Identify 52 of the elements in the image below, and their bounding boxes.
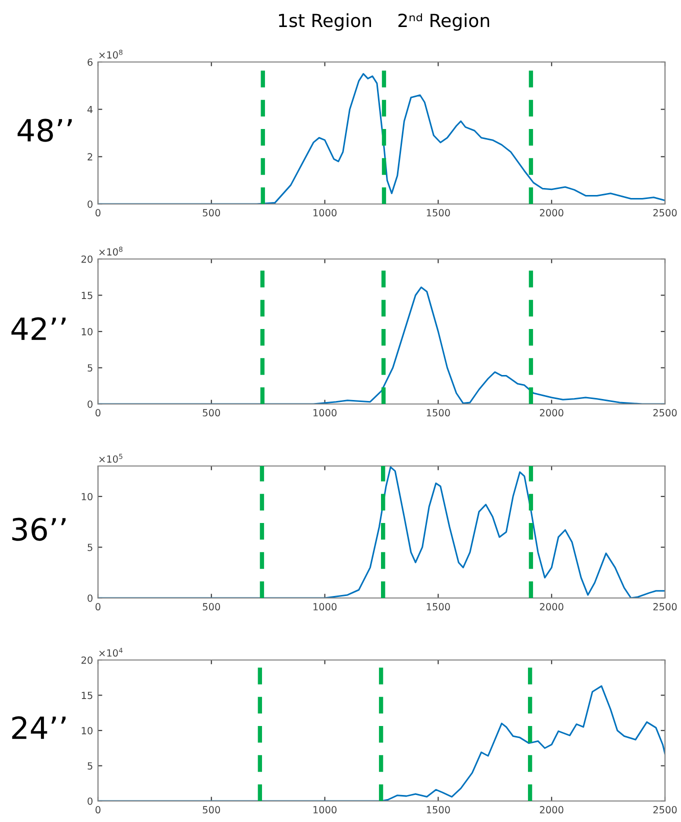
- x-tick-label: 500: [202, 409, 220, 416]
- y-axis-title: 48’’: [18, 118, 72, 142]
- text: ×10$^{4}$: [99, 648, 123, 657]
- y-tick-label: 0: [88, 594, 92, 602]
- x-tick-label: 1000: [313, 209, 337, 216]
- y-tick-label: 0: [88, 200, 92, 208]
- x-tick-label: 1000: [313, 603, 337, 610]
- line-series: [98, 466, 665, 598]
- y-tick-label: 20: [81, 656, 92, 664]
- x-tick-label: 500: [202, 209, 220, 216]
- text: 2ⁿᵈ Region: [398, 13, 490, 31]
- x-tick-label: 2500: [653, 603, 677, 610]
- x-tick-label: 2000: [540, 806, 564, 814]
- text: ×10$^{8}$: [99, 50, 122, 59]
- text: 1st Region: [279, 13, 372, 31]
- x-tick-label: 0: [96, 806, 100, 814]
- x-tick-label: 2000: [540, 209, 564, 216]
- y-tick-label: 0: [88, 400, 92, 408]
- x-tick-label: 0: [96, 209, 100, 216]
- y-tick-label: 2: [88, 153, 92, 160]
- y-axis-title: 42’’: [11, 317, 66, 340]
- y-axis-title: 24’’: [12, 716, 66, 739]
- x-tick-label: 500: [202, 806, 220, 814]
- y-tick-label: 10: [82, 492, 92, 500]
- y-tick-label: 15: [82, 292, 92, 300]
- y-tick-label: 10: [82, 328, 92, 336]
- x-tick-label: 1500: [426, 806, 450, 814]
- x-tick-label: 2000: [540, 409, 564, 416]
- y-tick-label: 5: [88, 364, 92, 372]
- x-tick-label: 2500: [653, 209, 677, 216]
- y-tick-label: 5: [88, 762, 92, 770]
- y-tick-label: 0: [88, 797, 92, 805]
- x-tick-label: 0: [96, 409, 100, 416]
- y-axis-title: 36’’: [12, 518, 66, 541]
- x-tick-label: 1000: [313, 806, 337, 814]
- x-tick-label: 0: [96, 603, 100, 610]
- x-tick-label: 2500: [653, 409, 677, 416]
- x-tick-label: 1500: [426, 409, 450, 416]
- x-tick-label: 2500: [653, 806, 677, 814]
- text: ×10$^{8}$: [99, 246, 122, 256]
- y-tick-label: 10: [82, 726, 92, 734]
- x-tick-label: 1500: [426, 603, 450, 610]
- x-tick-label: 1500: [426, 209, 450, 216]
- x-tick-label: 2000: [540, 603, 564, 610]
- y-tick-label: 4: [87, 106, 93, 114]
- x-tick-label: 1000: [313, 409, 337, 416]
- y-tick-label: 5: [88, 544, 92, 552]
- y-tick-label: 6: [88, 58, 93, 66]
- y-tick-label: 15: [82, 692, 92, 700]
- x-tick-label: 500: [202, 603, 220, 610]
- y-tick-label: 20: [81, 255, 92, 263]
- text: ×10$^{5}$: [99, 454, 122, 463]
